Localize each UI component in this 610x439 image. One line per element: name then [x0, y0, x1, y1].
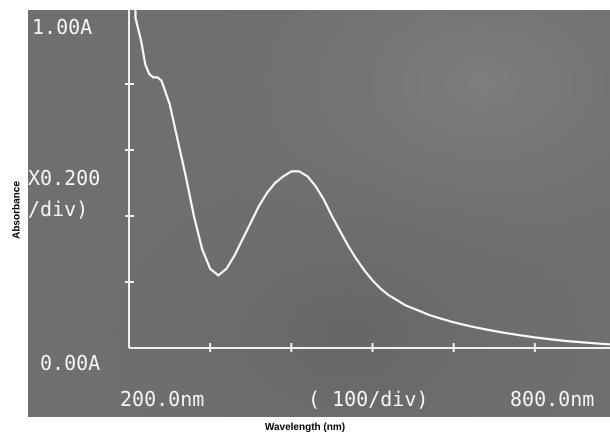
x-right-label: 800.0nm — [510, 387, 594, 411]
x-scale-label: ( 100/div) — [308, 387, 428, 411]
screen-shadow — [28, 10, 610, 417]
y-scale-label-line2: /div) — [28, 197, 88, 221]
y-scale-label-line1: X0.200 — [28, 166, 100, 190]
y-axis-title: Absorbance — [11, 181, 23, 239]
spectrometer-screen: 1.00A X0.200 /div) 0.00A 200.0nm ( 100/d… — [28, 10, 610, 417]
y-top-label: 1.00A — [32, 15, 92, 39]
spectrum-plot: 1.00A X0.200 /div) 0.00A 200.0nm ( 100/d… — [28, 10, 610, 417]
absorbance-trace — [134, 10, 610, 346]
y-bottom-label: 0.00A — [40, 351, 100, 375]
tick-marks — [125, 83, 536, 352]
x-left-label: 200.0nm — [120, 387, 204, 411]
x-axis-title: Wavelength (nm) — [264, 422, 346, 433]
